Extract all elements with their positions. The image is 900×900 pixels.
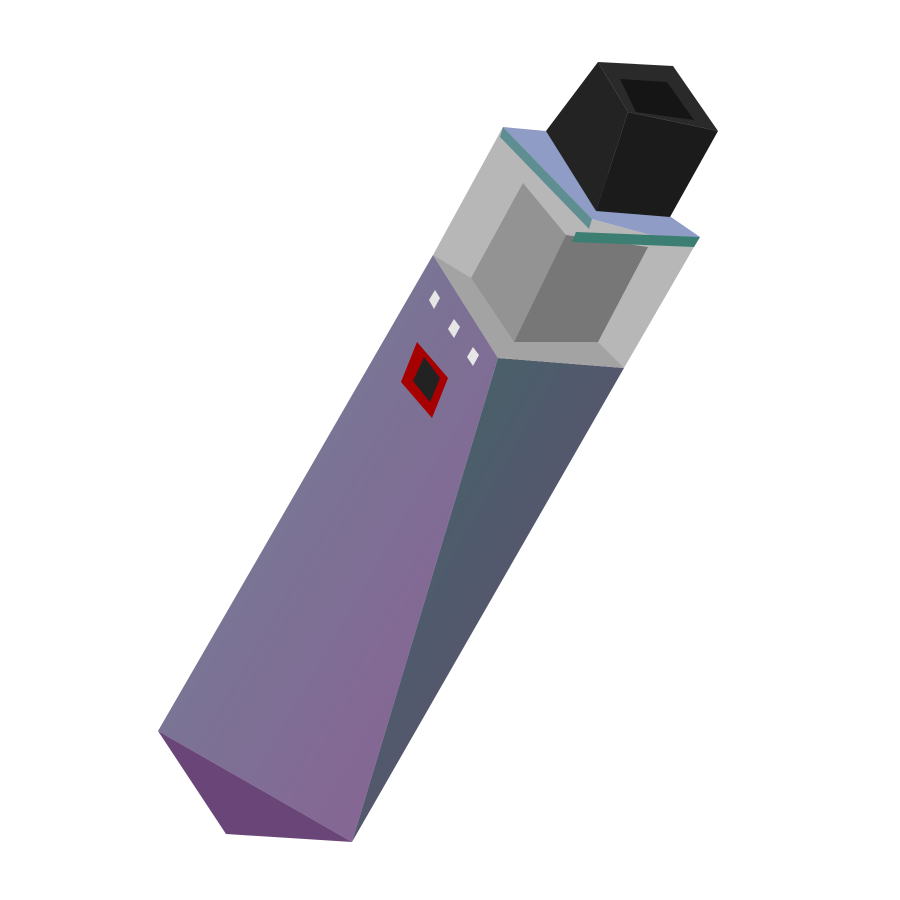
body-left-face [158,255,498,842]
device-body [158,255,624,842]
mouthpiece-front-face [596,112,718,217]
indicator-light-icon [429,290,440,309]
fire-button-inner[interactable] [413,357,440,402]
indicator-light-icon [448,319,460,338]
mouthpiece [546,62,718,217]
mouthpiece-left-face [546,62,628,211]
fire-button-icon[interactable] [401,342,448,418]
indicator-lights [429,290,479,366]
indicator-light-icon [467,347,479,366]
body-bottom-edge [158,731,352,842]
pod-window-inner-right [514,235,648,342]
collar-right-edge [572,232,700,247]
mouthpiece-hole [620,79,694,120]
body-right-face [352,358,624,842]
pod-window-inner-left [471,183,566,342]
pod-window-rim [433,255,624,368]
collar-left-edge [500,127,592,229]
